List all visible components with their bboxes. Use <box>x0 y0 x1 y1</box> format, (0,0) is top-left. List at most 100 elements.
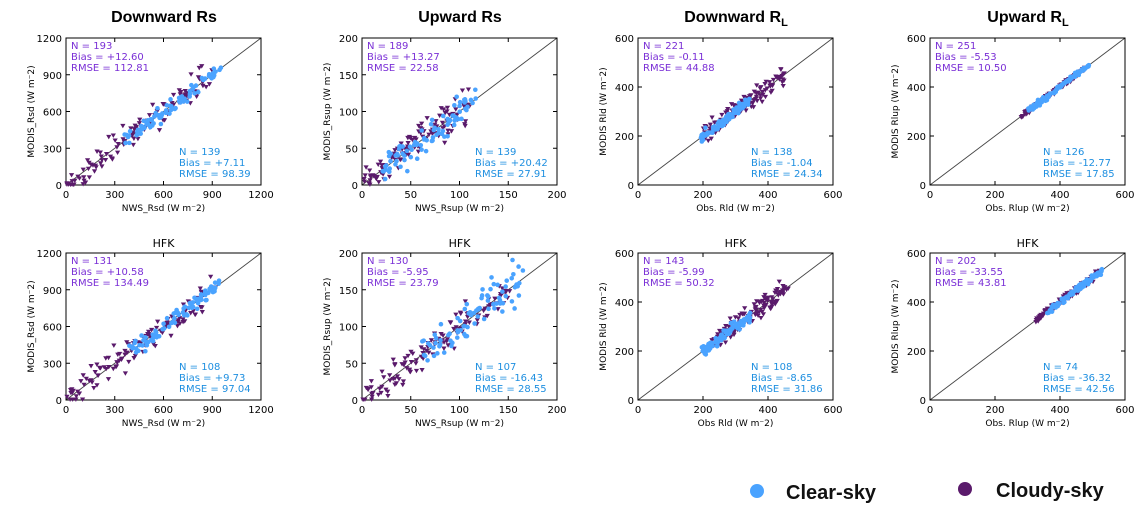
column-title: Downward RL <box>684 9 788 29</box>
cloudy-point <box>378 390 384 396</box>
clear-point <box>742 97 748 103</box>
clear-point <box>466 311 472 316</box>
y-tick-label: 600 <box>43 323 62 334</box>
clear-stat-n: N = 107 <box>475 362 516 373</box>
clear-point <box>500 289 505 294</box>
cloudy-point <box>98 161 104 166</box>
cloudy-stat-n: N = 193 <box>71 41 112 52</box>
clear-point <box>208 75 214 80</box>
clear-point <box>445 134 450 139</box>
cloudy-point <box>392 148 398 153</box>
cloudy-point <box>109 157 115 162</box>
clear-point <box>713 337 719 343</box>
cloudy-point <box>110 366 116 372</box>
cloudy-point <box>405 353 411 359</box>
cloudy-point <box>150 102 156 108</box>
clear-point <box>382 176 388 182</box>
cloudy-point <box>404 366 410 371</box>
cloudy-point <box>763 79 769 85</box>
clear-point <box>146 122 152 128</box>
cloudy-stat-rmse: RMSE = 10.50 <box>935 63 1007 74</box>
cloudy-point <box>105 377 112 382</box>
x-tick-label: 1200 <box>248 405 273 416</box>
cloudy-point <box>360 397 366 402</box>
cloudy-point <box>398 141 404 146</box>
cloudy-point <box>739 311 745 316</box>
clear-stat-rmse: RMSE = 28.55 <box>475 384 547 395</box>
y-tick-label: 0 <box>920 396 926 407</box>
cloudy-point <box>428 338 435 343</box>
clear-point <box>436 127 441 132</box>
clear-point <box>194 306 200 312</box>
clear-point <box>457 318 463 324</box>
clear-point <box>1050 302 1056 308</box>
clear-stat-bias: Bias = +20.42 <box>475 158 548 169</box>
cloudy-point <box>474 318 480 323</box>
clear-stat-bias: Bias = -36.32 <box>1043 373 1111 384</box>
cloudy-point <box>776 77 783 82</box>
cloudy-point <box>1035 318 1041 324</box>
clear-point <box>503 284 508 289</box>
cloudy-point <box>770 77 777 83</box>
plot-frame <box>929 252 1126 401</box>
cloudy-point <box>103 152 110 157</box>
clear-point <box>208 287 213 293</box>
clear-point <box>473 87 478 93</box>
clear-point <box>468 97 474 103</box>
site-label: HFK <box>449 237 472 250</box>
clear-point <box>1089 273 1095 278</box>
clear-point <box>1031 105 1037 111</box>
clear-points <box>698 96 752 144</box>
clear-point <box>191 85 196 90</box>
y-axis-label: MODIS_Rsup (W m⁻2) <box>323 63 333 161</box>
x-tick-label: 0 <box>635 405 641 416</box>
cloudy-point <box>747 94 753 99</box>
clear-point <box>161 321 166 327</box>
cloudy-point <box>760 92 766 98</box>
cloudy-point <box>387 378 393 383</box>
clear-point <box>516 264 521 269</box>
clear-point <box>1046 310 1051 316</box>
clear-point <box>152 114 157 119</box>
cloudy-point <box>1024 112 1030 117</box>
clear-point <box>1080 68 1085 73</box>
clear-point <box>433 335 439 341</box>
column-title-subscript: L <box>781 17 788 29</box>
cloudy-point <box>81 382 87 388</box>
cloudy-point <box>392 363 398 368</box>
cloudy-point <box>94 149 100 154</box>
clear-point <box>166 324 172 330</box>
cloudy-point <box>439 120 446 126</box>
cloudy-point <box>402 360 408 365</box>
clear-point <box>430 135 436 140</box>
cloudy-point <box>371 174 377 179</box>
y-axis-label: MODIS Rlup (W m⁻2) <box>891 64 901 158</box>
clear-point <box>457 103 462 109</box>
clear-point <box>158 121 164 127</box>
cloudy-point <box>88 378 94 383</box>
cloudy-point <box>738 98 745 103</box>
cloudy-point <box>68 173 75 178</box>
y-tick-label: 150 <box>339 71 358 82</box>
cloudy-point <box>70 182 76 187</box>
cloudy-point <box>768 90 774 95</box>
cloudy-point <box>762 94 769 100</box>
clear-point <box>491 281 497 287</box>
clear-point <box>202 289 208 295</box>
cloudy-point <box>124 340 130 345</box>
clear-point <box>402 153 407 158</box>
cloudy-point <box>780 284 786 289</box>
scatter-panel: 0 300 600 900 1200 0 300 600 900 1200 NWS_Rsd (W m… <box>27 34 274 214</box>
cloudy-point <box>105 355 112 361</box>
cloudy-point <box>383 387 389 393</box>
cloudy-point <box>418 126 424 131</box>
clear-point <box>747 320 752 325</box>
cloudy-point <box>445 343 451 348</box>
clear-point <box>480 287 485 292</box>
cloudy-point <box>206 82 213 87</box>
y-tick-label: 600 <box>615 34 634 45</box>
cloudy-point <box>145 332 151 337</box>
clear-point <box>704 345 709 351</box>
clear-point <box>481 316 487 322</box>
cloudy-point <box>99 158 105 163</box>
